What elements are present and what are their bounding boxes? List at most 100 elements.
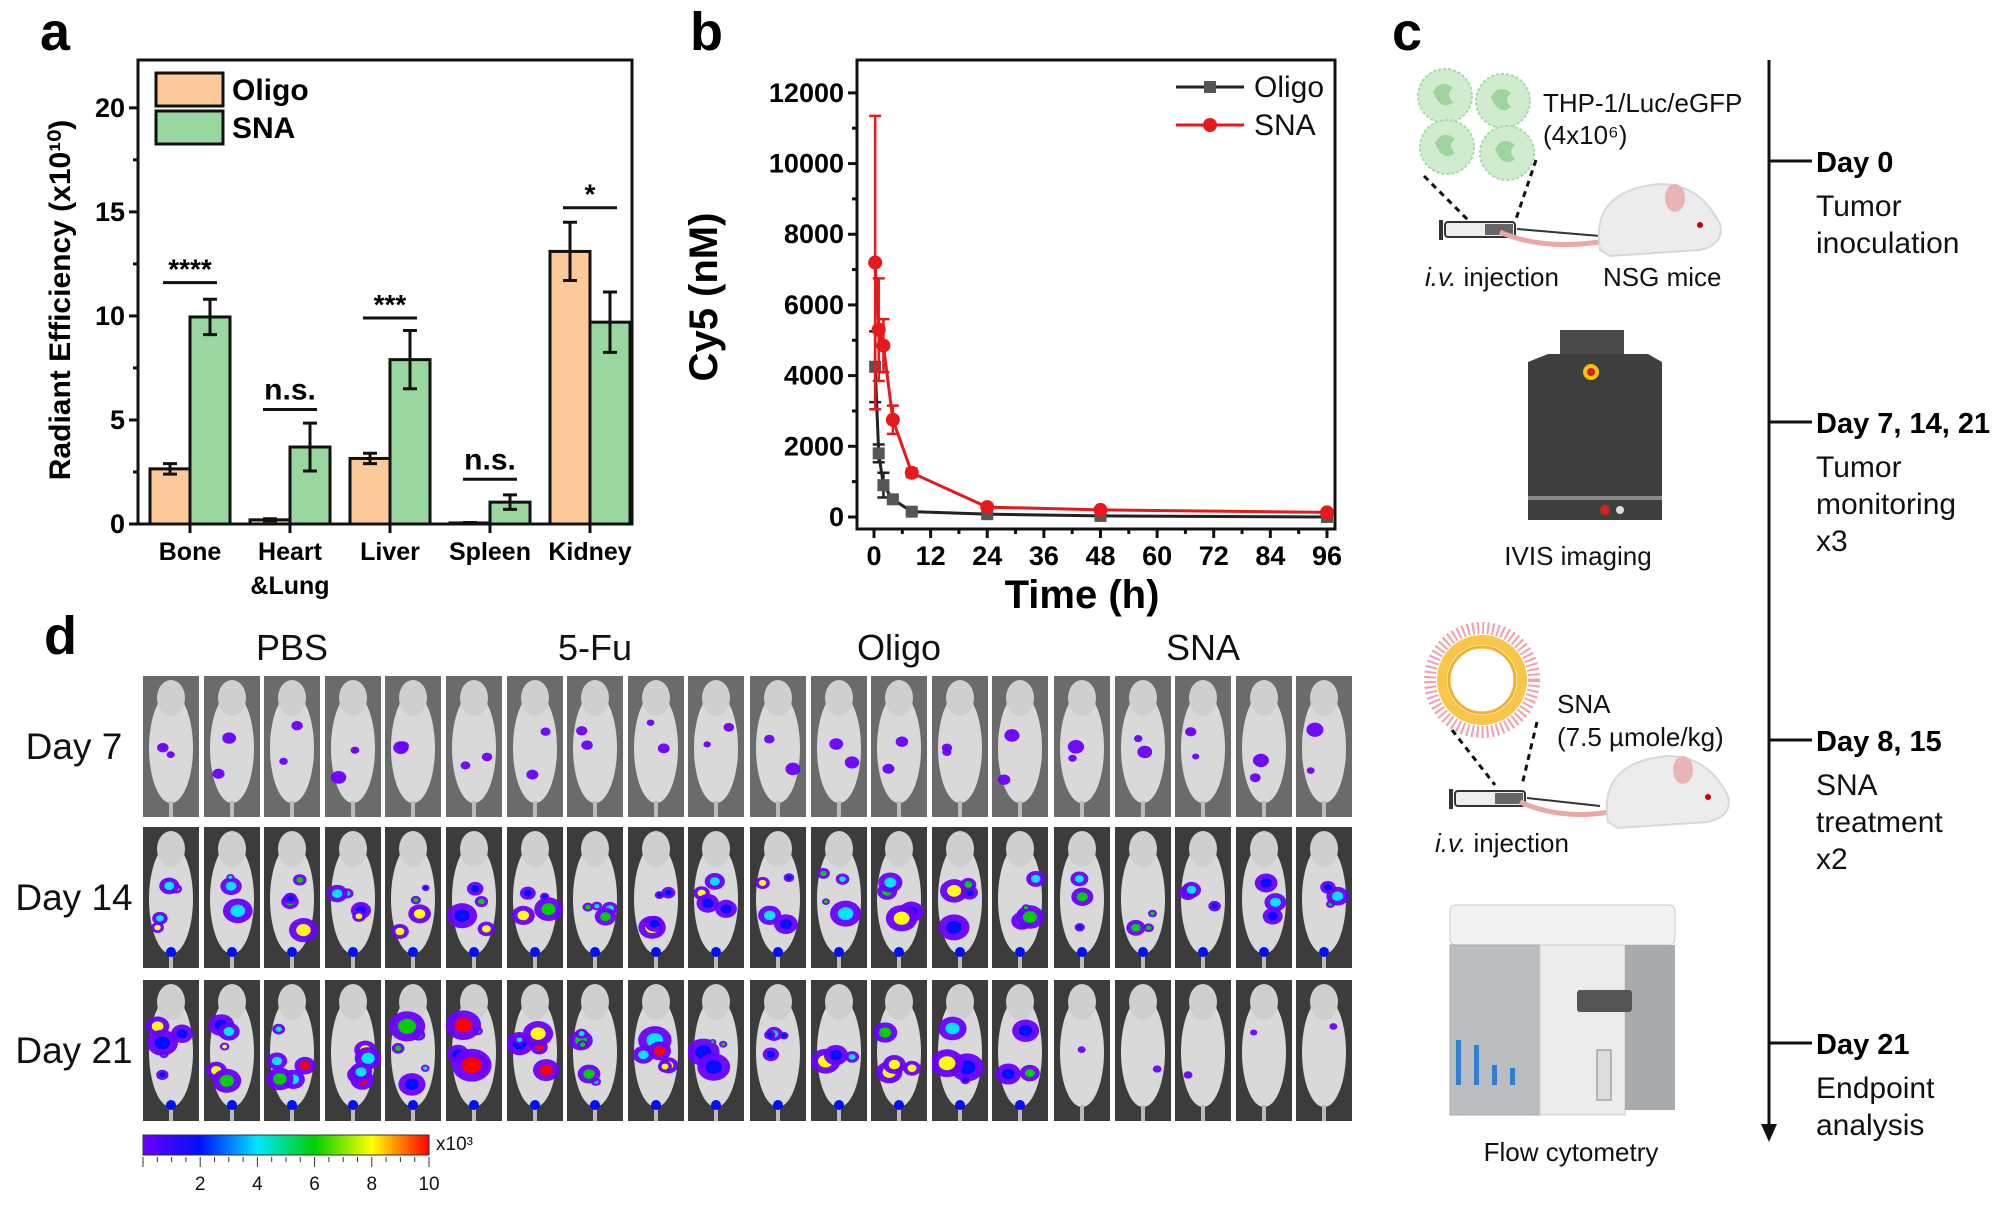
y-tick-label: 0 <box>110 509 125 539</box>
y-tick-label: 20 <box>95 93 125 123</box>
mouse-image <box>627 980 684 1121</box>
mouse-image <box>264 676 320 817</box>
mouse-icon <box>1518 754 1730 830</box>
mouse-image <box>264 980 320 1121</box>
mouse-image <box>385 827 441 968</box>
mouse-image <box>1175 827 1231 968</box>
cells-count: (4x10⁶) <box>1543 120 1627 150</box>
y-axis-label: Cy5 (nM) <box>682 213 726 382</box>
mouse-image <box>992 980 1048 1121</box>
sna-label: SNA <box>1557 689 1611 719</box>
mouse-icon <box>1498 182 1722 258</box>
data-point <box>877 479 890 492</box>
mouse-image <box>446 676 502 817</box>
mouse-image <box>1296 827 1352 968</box>
mouse-image <box>385 980 441 1121</box>
significance-label: **** <box>168 254 212 285</box>
y-tick-label: 8000 <box>784 219 844 249</box>
error-bar <box>603 290 617 354</box>
mouse-image <box>203 676 260 817</box>
data-point <box>886 493 899 506</box>
row-label: Day 21 <box>15 1030 132 1071</box>
mouse-image <box>567 980 623 1121</box>
mouse-image <box>627 827 684 968</box>
bar-oligo <box>148 467 192 526</box>
group-title: PBS <box>256 627 328 668</box>
x-tick-label: Bone <box>159 538 222 566</box>
mouse-image <box>688 980 744 1121</box>
timeline-description: inoculation <box>1816 227 1959 260</box>
significance-label: *** <box>374 289 407 320</box>
group-title: Oligo <box>857 627 941 668</box>
data-point <box>905 505 918 518</box>
timeline-description: x3 <box>1816 525 1848 558</box>
timeline-description: Tumor <box>1816 451 1902 484</box>
mouse-image <box>143 980 199 1121</box>
mouse-image <box>1235 827 1292 968</box>
data-point <box>885 412 900 427</box>
mouse-image <box>203 827 260 968</box>
legend-marker <box>1204 81 1216 93</box>
bar-oligo <box>548 249 592 526</box>
colorbar-tick-label: 10 <box>418 1174 439 1195</box>
x-axis-label: Time (h) <box>1005 573 1160 617</box>
flow-label: Flow cytometry <box>1484 1137 1659 1167</box>
mouse-image <box>750 980 806 1121</box>
bar-oligo <box>348 456 392 526</box>
x-tick-label: Heart <box>258 538 323 566</box>
mouse-image <box>446 827 502 968</box>
significance-label: n.s. <box>264 374 316 407</box>
mouse-image <box>810 676 867 817</box>
error-bar <box>363 451 377 466</box>
error-bar <box>303 421 317 473</box>
mouse-image <box>1054 827 1110 968</box>
mice-label: NSG mice <box>1603 262 1721 292</box>
mouse-image <box>506 827 563 968</box>
x-tick-label: 36 <box>1029 541 1059 571</box>
mouse-image <box>931 980 988 1121</box>
mouse-image <box>1114 827 1171 968</box>
mouse-image <box>1235 980 1292 1121</box>
y-tick-label: 10 <box>95 301 125 331</box>
bar-sna <box>188 315 232 526</box>
timeline <box>1761 60 1777 1142</box>
panel-label-a: a <box>40 2 71 62</box>
y-tick-label: 10000 <box>769 149 844 179</box>
mouse-image <box>1114 676 1171 817</box>
injection-label: i.v. injection <box>1425 262 1559 292</box>
data-point <box>876 338 891 353</box>
y-axis-label: Radiant Efficiency (x10¹⁰) <box>44 120 77 480</box>
y-tick-label: 6000 <box>784 290 844 320</box>
injection-word: injection <box>1466 828 1569 858</box>
colorbar-tick-label: 6 <box>309 1174 320 1195</box>
mouse-image <box>506 980 563 1121</box>
thp1-cells-icon <box>1417 68 1538 224</box>
timeline-day: Day 8, 15 <box>1816 726 1942 758</box>
significance-label: * <box>585 179 596 210</box>
bar-sna <box>588 320 632 526</box>
mouse-image <box>1054 676 1110 817</box>
mouse-image <box>143 827 199 968</box>
cells-label: THP-1/Luc/eGFP <box>1543 88 1742 118</box>
line-chart-cy5-pharmacokinetics: 0 12 24 36 48 60 72 84 96 0 2000 4000 6000 8000 10000 1… <box>682 58 1342 617</box>
significance-label: n.s. <box>464 443 516 476</box>
error-bar <box>403 328 417 391</box>
mouse-image <box>750 827 806 968</box>
ivis-label: IVIS imaging <box>1504 541 1651 571</box>
timeline-day: Day 21 <box>1816 1029 1910 1061</box>
mouse-image <box>324 676 381 817</box>
flow-cytometer-icon <box>1449 904 1676 1116</box>
mouse-image <box>506 676 563 817</box>
legend-label: SNA <box>1254 109 1316 142</box>
x-tick-label: 60 <box>1142 541 1172 571</box>
timeline-day: Day 7, 14, 21 <box>1816 408 1990 440</box>
y-tick-label: 4000 <box>784 361 844 391</box>
x-tick-label: 24 <box>972 541 1002 571</box>
data-point <box>1319 505 1334 520</box>
panel-label-c: c <box>1392 2 1422 62</box>
group-title: 5-Fu <box>558 627 632 668</box>
x-tick-label: 0 <box>866 541 881 571</box>
mouse-image <box>992 676 1048 817</box>
plot-frame <box>136 58 634 526</box>
row-label: Day 7 <box>26 726 123 767</box>
